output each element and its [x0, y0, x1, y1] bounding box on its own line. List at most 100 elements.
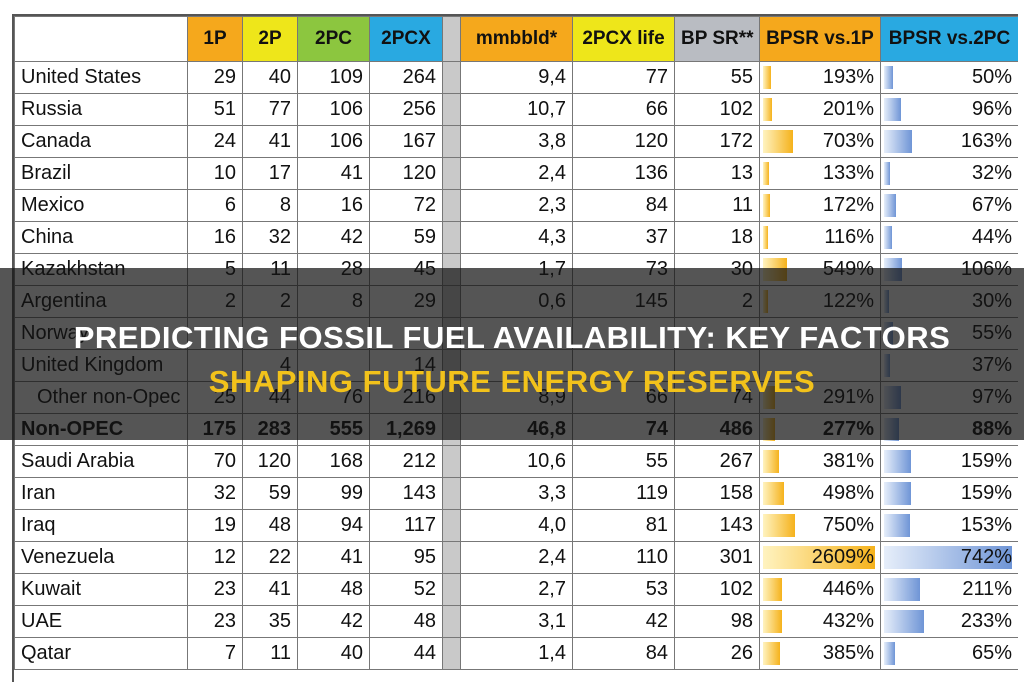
column-header: BPSR vs.1P	[759, 16, 881, 62]
column-header: BP SR**	[674, 16, 760, 62]
percent-bar	[884, 450, 912, 473]
cell: 750%	[759, 509, 881, 542]
gap-cell	[442, 637, 461, 670]
cell-text: 116%	[824, 226, 874, 248]
cell: 50%	[880, 61, 1018, 94]
cell-text: 742%	[960, 546, 1012, 568]
cell: 11	[242, 637, 298, 670]
cell-text: 432%	[822, 610, 874, 632]
cell: 143	[369, 477, 443, 510]
cell: 16	[187, 221, 243, 254]
cell: 11	[674, 189, 760, 222]
cell: 53	[572, 573, 675, 606]
row-label: Qatar	[14, 637, 188, 670]
cell-text: 159%	[960, 482, 1012, 504]
cell: 67%	[880, 189, 1018, 222]
cell: 106	[297, 93, 370, 126]
gap-cell	[442, 157, 461, 190]
table-row: Iran 32 59 99 143 3,3 119 158 498% 159%	[14, 477, 1018, 510]
cell: 742%	[880, 541, 1018, 574]
cell: 44	[369, 637, 443, 670]
cell: 159%	[880, 445, 1018, 478]
cell: 44%	[880, 221, 1018, 254]
cell: 133%	[759, 157, 881, 190]
column-header: 2PCX	[369, 16, 443, 62]
table-row: Kuwait 23 41 48 52 2,7 53 102 446% 211%	[14, 573, 1018, 606]
percent-bar	[763, 194, 771, 217]
gap-cell	[442, 93, 461, 126]
percent-bar	[884, 514, 911, 537]
cell-text: 96%	[971, 98, 1012, 120]
cell-text: 133%	[822, 162, 874, 184]
cell: 193%	[759, 61, 881, 94]
table-row: Venezuela 12 22 41 95 2,4 110 301 2609% 742%	[14, 541, 1018, 574]
cell: 102	[674, 93, 760, 126]
cell-text: 2609%	[811, 546, 874, 568]
cell: 168	[297, 445, 370, 478]
cell: 9,4	[460, 61, 573, 94]
cell: 84	[572, 637, 675, 670]
cell-text: 211%	[962, 578, 1012, 600]
cell-text: 44%	[971, 226, 1012, 248]
cell-text: 201%	[822, 98, 874, 120]
percent-bar	[763, 130, 794, 153]
table-row: Russia 51 77 106 256 10,7 66 102 201% 96%	[14, 93, 1018, 126]
gap-cell	[442, 541, 461, 574]
gap-cell	[442, 125, 461, 158]
cell: 81	[572, 509, 675, 542]
cell: 110	[572, 541, 675, 574]
column-header: 2PCX life	[572, 16, 675, 62]
cell: 120	[369, 157, 443, 190]
cell: 48	[369, 605, 443, 638]
percent-bar	[763, 162, 769, 185]
percent-bar	[763, 610, 782, 633]
percent-bar	[884, 482, 912, 505]
percent-bar	[763, 450, 780, 473]
percent-bar	[884, 66, 893, 89]
cell: 120	[572, 125, 675, 158]
cell-text: 498%	[822, 482, 874, 504]
table-row: UAE 23 35 42 48 3,1 42 98 432% 233%	[14, 605, 1018, 638]
percent-bar	[884, 226, 892, 249]
percent-bar	[884, 642, 896, 665]
cell: 59	[369, 221, 443, 254]
cell: 143	[674, 509, 760, 542]
cell-text: 233%	[960, 610, 1012, 632]
cell: 42	[297, 221, 370, 254]
table-row: Iraq 19 48 94 117 4,0 81 143 750% 153%	[14, 509, 1018, 542]
row-label: Iran	[14, 477, 188, 510]
cell: 32	[187, 477, 243, 510]
cell: 29	[187, 61, 243, 94]
column-header: 1P	[187, 16, 243, 62]
cell: 55	[674, 61, 760, 94]
cell: 10,7	[460, 93, 573, 126]
cell: 55	[572, 445, 675, 478]
cell: 264	[369, 61, 443, 94]
cell: 498%	[759, 477, 881, 510]
cell: 158	[674, 477, 760, 510]
cell: 4,0	[460, 509, 573, 542]
row-label: Russia	[14, 93, 188, 126]
cell-text: 32%	[971, 162, 1012, 184]
title: PREDICTING FOSSIL FUEL AVAILABILITY: KEY…	[73, 320, 951, 355]
corner-cell	[14, 16, 188, 62]
cell: 172	[674, 125, 760, 158]
cell: 2,4	[460, 157, 573, 190]
cell-text: 163%	[960, 130, 1012, 152]
cell: 32	[242, 221, 298, 254]
table-row: China 16 32 42 59 4,3 37 18 116% 44%	[14, 221, 1018, 254]
title-band: PREDICTING FOSSIL FUEL AVAILABILITY: KEY…	[0, 268, 1024, 440]
cell: 102	[674, 573, 760, 606]
gap-cell	[442, 61, 461, 94]
cell: 159%	[880, 477, 1018, 510]
row-label: Venezuela	[14, 541, 188, 574]
cell: 94	[297, 509, 370, 542]
cell: 117	[369, 509, 443, 542]
gap-cell	[442, 189, 461, 222]
gap-cell	[442, 445, 461, 478]
percent-bar	[884, 578, 921, 601]
cell: 40	[297, 637, 370, 670]
row-label: UAE	[14, 605, 188, 638]
percent-bar	[763, 482, 785, 505]
cell-text: 703%	[822, 130, 874, 152]
